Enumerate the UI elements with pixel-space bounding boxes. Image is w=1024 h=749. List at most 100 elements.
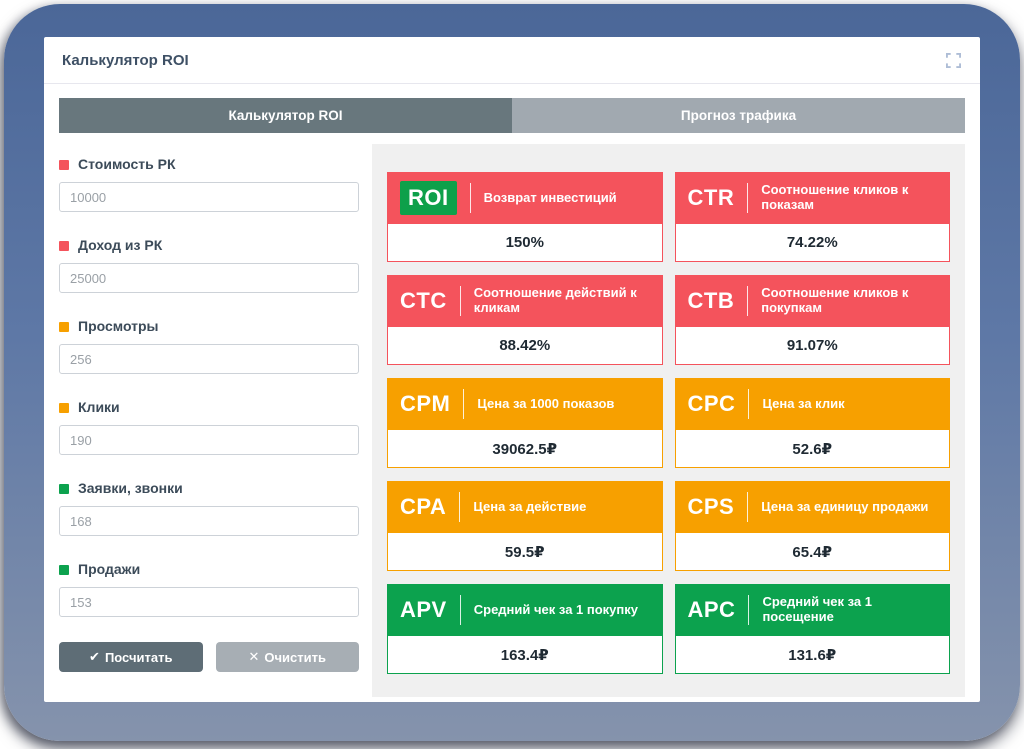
color-bullet-icon xyxy=(59,240,69,251)
metric-card: CPC Цена за клик 52.6₽ xyxy=(674,378,950,468)
content-row: Стоимость РК Доход из РК Просмотры Клики… xyxy=(59,144,965,697)
metric-card-header: ROI Возврат инвестиций xyxy=(387,172,663,224)
metric-card-header: CTC Соотношение действий к кликам xyxy=(387,275,663,327)
calculate-button-label: Посчитать xyxy=(104,649,173,665)
divider xyxy=(747,183,749,213)
app-frame: Калькулятор ROI Калькулятор ROI Прогноз … xyxy=(4,4,1020,741)
color-bullet-icon xyxy=(59,402,69,413)
app-window: Калькулятор ROI Калькулятор ROI Прогноз … xyxy=(44,37,980,702)
field-input[interactable] xyxy=(59,182,359,212)
check-icon: ✔ xyxy=(89,649,100,664)
form-field: Просмотры xyxy=(59,318,359,374)
field-label: Стоимость РК xyxy=(59,156,359,173)
metric-code: CTC xyxy=(400,288,447,313)
input-form: Стоимость РК Доход из РК Просмотры Клики… xyxy=(59,144,359,697)
metric-code: CPC xyxy=(687,391,736,416)
field-label-text: Клики xyxy=(78,399,120,415)
metric-description: Средний чек за 1 посещение xyxy=(762,594,872,624)
metric-card: ROI Возврат инвестиций 150% xyxy=(387,172,663,262)
color-bullet-icon xyxy=(59,321,69,332)
field-label-text: Стоимость РК xyxy=(78,156,176,172)
metric-description: Цена за действие xyxy=(473,498,587,514)
metric-card-header: CPM Цена за 1000 показов xyxy=(387,378,663,430)
clear-button[interactable]: ✕ Очистить xyxy=(215,642,359,672)
metric-code: APC xyxy=(687,597,736,622)
metric-code: CTR xyxy=(687,185,735,210)
field-label: Доход из РК xyxy=(59,237,359,254)
divider xyxy=(748,595,750,625)
metric-value: 91.07% xyxy=(674,327,950,365)
field-input[interactable] xyxy=(59,263,359,293)
field-input[interactable] xyxy=(59,506,359,536)
metric-description: Возврат инвестиций xyxy=(483,189,617,205)
metric-card: CTR Соотношение кликов к показам 74.22% xyxy=(674,172,950,262)
tab-roi-calculator[interactable]: Калькулятор ROI xyxy=(59,98,512,133)
divider xyxy=(459,286,461,316)
metric-code: CPM xyxy=(400,391,451,416)
field-label: Заявки, звонки xyxy=(59,480,359,497)
metric-description: Соотношение кликов к показам xyxy=(761,182,909,212)
metric-card: APV Средний чек за 1 покупку 163.4₽ xyxy=(387,584,663,674)
metric-value: 163.4₽ xyxy=(387,636,663,674)
metric-card-header: APC Средний чек за 1 посещение xyxy=(674,584,950,636)
clear-button-label: Очистить xyxy=(264,649,326,665)
metric-value: 131.6₽ xyxy=(674,636,950,674)
field-label: Продажи xyxy=(59,561,359,578)
fields-container: Стоимость РК Доход из РК Просмотры Клики… xyxy=(59,156,359,617)
metric-description: Цена за 1000 показов xyxy=(477,395,615,411)
metric-code: CPS xyxy=(687,494,735,519)
form-field: Продажи xyxy=(59,561,359,617)
metric-card-header: CPS Цена за единицу продажи xyxy=(674,481,950,533)
metric-card-header: CPA Цена за действие xyxy=(387,481,663,533)
metric-value: 74.22% xyxy=(674,224,950,262)
divider xyxy=(747,492,749,522)
metric-card-header: CPC Цена за клик xyxy=(674,378,950,430)
metric-value: 88.42% xyxy=(387,327,663,365)
field-label-text: Доход из РК xyxy=(78,237,163,253)
tab-traffic-forecast[interactable]: Прогноз трафика xyxy=(512,98,965,133)
divider xyxy=(463,389,465,419)
form-field: Стоимость РК xyxy=(59,156,359,212)
form-field: Заявки, звонки xyxy=(59,480,359,536)
field-input[interactable] xyxy=(59,587,359,617)
button-row: ✔ Посчитать ✕ Очистить xyxy=(59,642,359,672)
field-label: Просмотры xyxy=(59,318,359,335)
field-label-text: Заявки, звонки xyxy=(78,480,183,496)
metric-value: 59.5₽ xyxy=(387,533,663,571)
metric-code: ROI xyxy=(400,181,457,215)
metric-description: Средний чек за 1 покупку xyxy=(473,601,638,617)
field-label-text: Продажи xyxy=(78,561,141,577)
metric-card-header: APV Средний чек за 1 покупку xyxy=(387,584,663,636)
color-bullet-icon xyxy=(59,159,69,170)
metric-card: CPM Цена за 1000 показов 39062.5₽ xyxy=(387,378,663,468)
tab-bar: Калькулятор ROI Прогноз трафика xyxy=(59,98,965,133)
metric-card: CTC Соотношение действий к кликам 88.42% xyxy=(387,275,663,365)
form-field: Доход из РК xyxy=(59,237,359,293)
metric-value: 39062.5₽ xyxy=(387,430,663,468)
color-bullet-icon xyxy=(59,564,69,575)
metric-code: CTB xyxy=(687,288,735,313)
metric-card-header: CTB Соотношение кликов к покупкам xyxy=(674,275,950,327)
metric-code: CPA xyxy=(400,494,447,519)
field-label-text: Просмотры xyxy=(78,318,159,334)
metric-value: 150% xyxy=(387,224,663,262)
calculate-button[interactable]: ✔ Посчитать xyxy=(59,642,203,672)
cross-icon: ✕ xyxy=(248,649,260,664)
metric-description: Соотношение действий к кликам xyxy=(473,285,637,315)
metric-code: APV xyxy=(400,597,447,622)
form-field: Клики xyxy=(59,399,359,455)
window-title: Калькулятор ROI xyxy=(62,51,189,69)
field-input[interactable] xyxy=(59,425,359,455)
metric-description: Цена за клик xyxy=(762,395,845,411)
divider xyxy=(469,183,471,213)
metric-card: APC Средний чек за 1 посещение 131.6₽ xyxy=(674,584,950,674)
fullscreen-icon[interactable] xyxy=(944,51,962,69)
window-header: Калькулятор ROI xyxy=(44,37,980,84)
metric-card: CPS Цена за единицу продажи 65.4₽ xyxy=(674,481,950,571)
field-label: Клики xyxy=(59,399,359,416)
divider xyxy=(748,389,750,419)
metric-card: CPA Цена за действие 59.5₽ xyxy=(387,481,663,571)
metric-description: Соотношение кликов к покупкам xyxy=(761,285,909,315)
metric-description: Цена за единицу продажи xyxy=(761,498,929,514)
field-input[interactable] xyxy=(59,344,359,374)
